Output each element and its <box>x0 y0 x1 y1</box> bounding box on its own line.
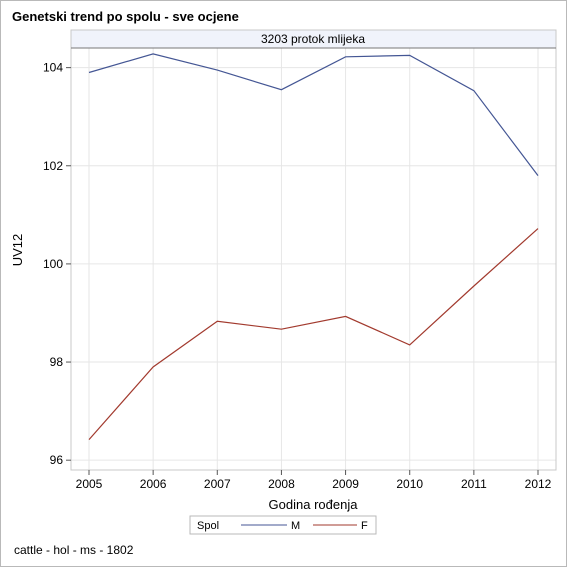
plot-area-border <box>70 29 557 471</box>
y-tick-label: 104 <box>43 61 63 75</box>
legend-label-m: M <box>291 520 300 532</box>
series-line-m <box>88 53 539 176</box>
series-lines <box>88 53 539 440</box>
footnote: cattle - hol - ms - 1802 <box>14 543 134 557</box>
y-axis-ticks: 96 98 100 102 104 <box>43 61 71 467</box>
legend-label-f: F <box>361 520 368 532</box>
y-tick-label: 100 <box>43 257 63 271</box>
x-tick-label: 2009 <box>332 477 359 491</box>
x-tick-label: 2008 <box>268 477 295 491</box>
y-tick-label: 102 <box>43 159 63 173</box>
grid-lines <box>71 48 556 470</box>
x-tick-label: 2006 <box>140 477 167 491</box>
x-tick-label: 2012 <box>525 477 552 491</box>
x-tick-label: 2011 <box>461 477 487 491</box>
chart-title: Genetski trend po spolu - sve ocjene <box>12 9 239 24</box>
x-tick-label: 2007 <box>204 477 231 491</box>
x-tick-label: 2010 <box>396 477 423 491</box>
x-tick-label: 2005 <box>76 477 103 491</box>
panel-label: 3203 protok mlijeka <box>261 32 365 46</box>
legend: Spol M F <box>189 515 377 535</box>
y-tick-label: 98 <box>50 355 64 369</box>
y-tick-label: 96 <box>50 453 64 467</box>
x-axis-ticks: 2005 2006 2007 2008 2009 2010 2011 2012 <box>76 470 552 491</box>
x-axis-label: Godina rođenja <box>269 497 359 512</box>
series-line-f <box>88 228 539 440</box>
legend-title: Spol <box>197 520 219 532</box>
y-axis-label: UV12 <box>10 234 25 267</box>
